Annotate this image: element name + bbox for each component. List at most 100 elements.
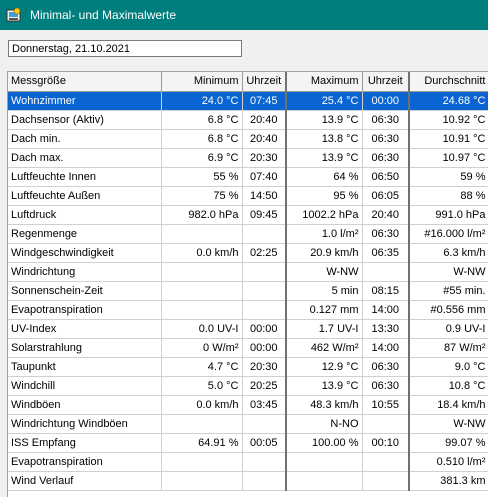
cell-maximum: 13.9 °C: [286, 148, 363, 168]
cell-uhrzeit-max: 10:55: [362, 395, 410, 415]
cell-messgroesse: Windgeschwindigkeit: [8, 243, 162, 263]
values-grid[interactable]: Messgröße Minimum Uhrzeit Maximum Uhrzei…: [7, 71, 488, 497]
cell-maximum: 13.8 °C: [286, 129, 363, 149]
column-header-maximum[interactable]: Maximum: [286, 72, 363, 92]
cell-minimum: 55 %: [161, 167, 243, 187]
table-row[interactable]: Dach max. 6.9 °C 20:30 13.9 °C 06:30 10.97 °C: [8, 148, 488, 168]
cell-maximum: 95 %: [286, 186, 363, 206]
cell-uhrzeit-max: 08:15: [362, 281, 410, 301]
cell-uhrzeit-min: [242, 452, 287, 472]
cell-durchschnitt: 0.9 UV-I: [409, 319, 488, 339]
cell-minimum: 0 W/m²: [161, 338, 243, 358]
cell-durchschnitt: #55 min.: [409, 281, 488, 301]
cell-uhrzeit-max: [362, 414, 410, 434]
table-row[interactable]: ISS Empfang 64.91 % 00:05 100.00 % 00:10 99.0…: [8, 433, 488, 453]
cell-uhrzeit-min: 20:40: [242, 129, 287, 149]
cell-durchschnitt: 88 %: [409, 186, 488, 206]
cell-maximum: 5 min: [286, 281, 363, 301]
cell-minimum: 0.0 UV-I: [161, 319, 243, 339]
table-row[interactable]: Solarstrahlung 0 W/m² 00:00 462 W/m² 14:00 87…: [8, 338, 488, 358]
cell-durchschnitt: 9.0 °C: [409, 357, 488, 377]
table-row[interactable]: Evapotranspiration 0.127 mm 14:00 #0.556 mm: [8, 300, 488, 320]
cell-minimum: [161, 224, 243, 244]
table-row[interactable]: Windrichtung Windböen N-NO W-NW: [8, 414, 488, 434]
table-row[interactable]: Wohnzimmer 24.0 °C 07:45 25.4 °C 00:00 24.68 …: [8, 91, 488, 111]
cell-messgroesse: Windchill: [8, 376, 162, 396]
app-icon[interactable]: [6, 7, 22, 23]
cell-uhrzeit-max: 06:30: [362, 224, 410, 244]
table-row[interactable]: Sonnenschein-Zeit 5 min 08:15 #55 min.: [8, 281, 488, 301]
cell-uhrzeit-min: 03:45: [242, 395, 287, 415]
cell-uhrzeit-max: 00:10: [362, 433, 410, 453]
cell-messgroesse: Evapotranspiration: [8, 452, 162, 472]
cell-durchschnitt: 59 %: [409, 167, 488, 187]
cell-uhrzeit-max: 13:30: [362, 319, 410, 339]
cell-uhrzeit-max: 00:00: [362, 91, 410, 111]
cell-uhrzeit-min: 02:25: [242, 243, 287, 263]
cell-durchschnitt: 87 W/m²: [409, 338, 488, 358]
cell-durchschnitt: 991.0 hPa: [409, 205, 488, 225]
table-row[interactable]: Windböen 0.0 km/h 03:45 48.3 km/h 10:55 18.4 …: [8, 395, 488, 415]
table-row[interactable]: Luftfeuchte Außen 75 % 14:50 95 % 06:05 88 %: [8, 186, 488, 206]
table-row[interactable]: Evapotranspiration 0.510 l/m²: [8, 452, 488, 472]
column-header-minimum[interactable]: Minimum: [161, 72, 243, 92]
cell-minimum: [161, 471, 243, 491]
title-bar: Minimal- und Maximalwerte: [0, 0, 488, 30]
cell-minimum: [161, 262, 243, 282]
cell-uhrzeit-min: 20:25: [242, 376, 287, 396]
cell-maximum: 1002.2 hPa: [286, 205, 363, 225]
cell-messgroesse: Luftfeuchte Innen: [8, 167, 162, 187]
column-header-messgroesse[interactable]: Messgröße: [8, 72, 162, 92]
table-row[interactable]: Dach min. 6.8 °C 20:40 13.8 °C 06:30 10.91 °C: [8, 129, 488, 149]
table-row[interactable]: Windchill 5.0 °C 20:25 13.9 °C 06:30 10.8 °C: [8, 376, 488, 396]
cell-messgroesse: Evapotranspiration: [8, 300, 162, 320]
cell-maximum: N-NO: [286, 414, 363, 434]
window-title: Minimal- und Maximalwerte: [30, 8, 177, 22]
cell-uhrzeit-max: 06:30: [362, 357, 410, 377]
cell-minimum: 6.9 °C: [161, 148, 243, 168]
cell-minimum: [161, 300, 243, 320]
cell-minimum: 6.8 °C: [161, 110, 243, 130]
cell-uhrzeit-max: [362, 262, 410, 282]
column-header-durchschnitt[interactable]: Durchschnitt: [409, 72, 488, 92]
cell-uhrzeit-min: 07:45: [242, 91, 287, 111]
cell-messgroesse: Windböen: [8, 395, 162, 415]
cell-uhrzeit-max: 20:40: [362, 205, 410, 225]
cell-uhrzeit-max: 06:35: [362, 243, 410, 263]
cell-uhrzeit-min: [242, 281, 287, 301]
cell-maximum: 13.9 °C: [286, 376, 363, 396]
cell-minimum: [161, 281, 243, 301]
table-row[interactable]: Luftdruck 982.0 hPa 09:45 1002.2 hPa 20:40 99…: [8, 205, 488, 225]
table-row[interactable]: Windrichtung W-NW W-NW: [8, 262, 488, 282]
cell-uhrzeit-max: 06:30: [362, 148, 410, 168]
cell-maximum: W-NW: [286, 262, 363, 282]
table-row[interactable]: Taupunkt 4.7 °C 20:30 12.9 °C 06:30 9.0 °C: [8, 357, 488, 377]
cell-maximum: 13.9 °C: [286, 110, 363, 130]
cell-uhrzeit-min: [242, 300, 287, 320]
table-row[interactable]: Regenmenge 1.0 l/m² 06:30 #16.000 l/m²: [8, 224, 488, 244]
cell-messgroesse: Windrichtung: [8, 262, 162, 282]
cell-durchschnitt: 10.92 °C: [409, 110, 488, 130]
cell-durchschnitt: #0.556 mm: [409, 300, 488, 320]
cell-uhrzeit-min: 20:30: [242, 357, 287, 377]
column-header-uhrzeit-min[interactable]: Uhrzeit: [242, 72, 287, 92]
cell-uhrzeit-min: 14:50: [242, 186, 287, 206]
cell-messgroesse: Taupunkt: [8, 357, 162, 377]
cell-maximum: 1.7 UV-I: [286, 319, 363, 339]
cell-uhrzeit-min: 20:30: [242, 148, 287, 168]
table-row[interactable]: Wind Verlauf 381.3 km: [8, 471, 488, 491]
column-header-uhrzeit-max[interactable]: Uhrzeit: [362, 72, 410, 92]
table-row[interactable]: UV-Index 0.0 UV-I 00:00 1.7 UV-I 13:30 0.9 UV…: [8, 319, 488, 339]
date-field[interactable]: Donnerstag, 21.10.2021: [8, 40, 242, 57]
table-row[interactable]: Luftfeuchte Innen 55 % 07:40 64 % 06:50 59 %: [8, 167, 488, 187]
cell-durchschnitt: W-NW: [409, 262, 488, 282]
table-row[interactable]: Dachsensor (Aktiv) 6.8 °C 20:40 13.9 °C 06:3…: [8, 110, 488, 130]
table-row[interactable]: Windgeschwindigkeit 0.0 km/h 02:25 20.9 km/…: [8, 243, 488, 263]
cell-durchschnitt: 10.8 °C: [409, 376, 488, 396]
cell-uhrzeit-min: 00:00: [242, 319, 287, 339]
cell-maximum: [286, 452, 363, 472]
cell-minimum: 4.7 °C: [161, 357, 243, 377]
cell-minimum: 0.0 km/h: [161, 243, 243, 263]
cell-maximum: 1.0 l/m²: [286, 224, 363, 244]
cell-uhrzeit-max: 14:00: [362, 300, 410, 320]
